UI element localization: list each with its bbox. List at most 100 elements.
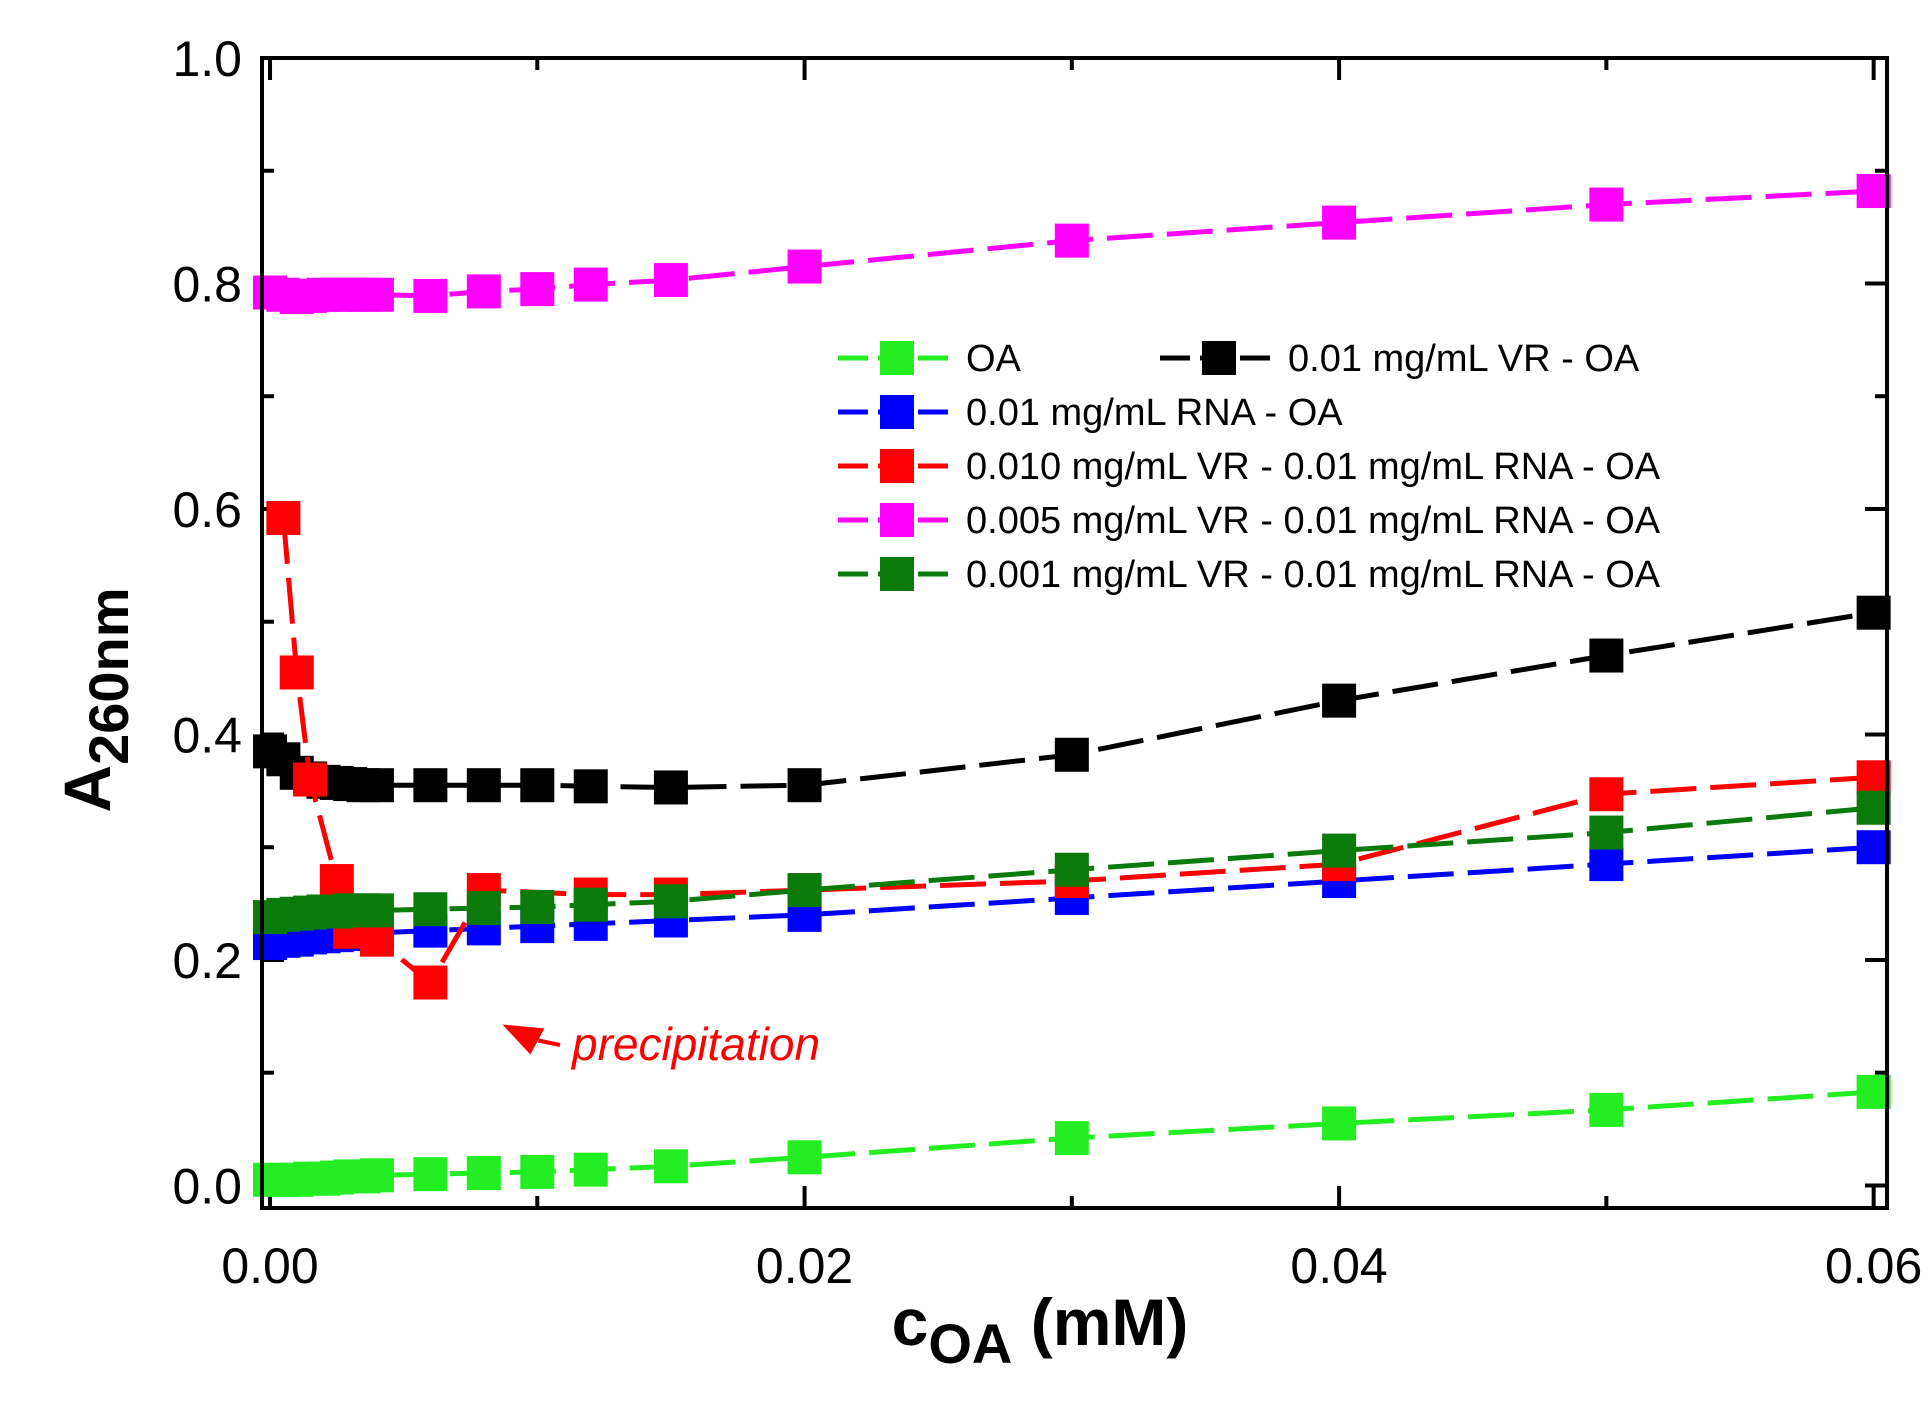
data-point: [1054, 223, 1089, 258]
legend-marker: [1202, 341, 1236, 375]
legend-marker: [880, 341, 914, 375]
data-point: [1589, 847, 1624, 882]
x-axis-title-sub: OA: [928, 1312, 1012, 1375]
data-point: [653, 884, 688, 919]
y-axis-title-main: A: [50, 765, 124, 813]
data-point: [573, 267, 608, 302]
legend-marker: [880, 557, 914, 591]
legend-marker: [880, 395, 914, 429]
data-point: [359, 277, 394, 312]
y-tick-label: 1.0: [172, 31, 242, 87]
data-point: [1322, 1106, 1357, 1141]
data-point: [413, 768, 448, 803]
x-tick-label: 0.06: [1825, 1238, 1922, 1294]
data-point: [359, 768, 394, 803]
legend-entry: 0.001 mg/mL VR - 0.01 mg/mL RNA - OA: [838, 554, 1661, 596]
data-point: [1856, 174, 1891, 209]
y-tick-label: 0.2: [172, 933, 242, 989]
data-point: [413, 892, 448, 927]
x-axis-title-unit: (mM): [1031, 1285, 1189, 1359]
data-point: [1322, 205, 1357, 240]
data-point: [266, 501, 301, 535]
data-point: [1054, 737, 1089, 772]
y-tick-label: 0.8: [172, 256, 242, 312]
legend-label: 0.001 mg/mL VR - 0.01 mg/mL RNA - OA: [966, 554, 1661, 596]
data-point: [573, 887, 608, 922]
data-point: [279, 655, 314, 690]
data-point: [787, 1140, 822, 1175]
legend-entry: 0.01 mg/mL RNA - OA: [838, 392, 1343, 434]
data-point: [787, 768, 822, 803]
legend-label: 0.005 mg/mL VR - 0.01 mg/mL RNA - OA: [966, 500, 1661, 542]
data-point: [1589, 1092, 1624, 1127]
data-point: [413, 965, 448, 1000]
x-axis-title: cOA (mM): [892, 1285, 1189, 1375]
data-point: [1322, 833, 1357, 868]
data-point: [1856, 830, 1891, 865]
data-series: [253, 174, 1891, 1197]
data-point: [1322, 683, 1357, 718]
data-point: [293, 762, 328, 797]
legend-label: OA: [966, 338, 1022, 380]
y-tick-label: 0.0: [172, 1158, 242, 1214]
data-point: [573, 769, 608, 804]
data-point: [520, 272, 555, 307]
y-tick-label: 0.6: [172, 482, 242, 538]
legend-label: 0.010 mg/mL VR - 0.01 mg/mL RNA - OA: [966, 446, 1661, 488]
data-point: [359, 893, 394, 928]
legend-marker: [880, 503, 914, 537]
legend-entry: 0.010 mg/mL VR - 0.01 mg/mL RNA - OA: [838, 446, 1661, 488]
x-axis-title-main: c: [892, 1285, 929, 1359]
data-point: [466, 1156, 501, 1191]
data-point: [1589, 777, 1624, 812]
y-axis-title-sub: 260nm: [77, 587, 140, 764]
data-point: [359, 922, 394, 957]
annotation-group: precipitation: [502, 1018, 820, 1070]
data-point: [1856, 760, 1891, 795]
legend-entry: 0.005 mg/mL VR - 0.01 mg/mL RNA - OA: [838, 500, 1661, 542]
x-tick-label: 0.02: [756, 1238, 853, 1294]
data-point: [466, 274, 501, 309]
series-4: [253, 174, 1891, 315]
data-point: [1856, 1074, 1891, 1109]
legend-entry: 0.01 mg/mL VR - OA: [1160, 338, 1640, 380]
y-axis-title: A260nm: [50, 587, 140, 812]
annotation-arrow-line: [537, 1038, 561, 1047]
data-point: [787, 249, 822, 284]
series-5: [253, 790, 1891, 935]
data-point: [1589, 815, 1624, 850]
data-point: [1856, 595, 1891, 630]
tick-labels: 0.0 0.2 0.4 0.6 0.8 1.0 0.00 0.02 0.04 0.06: [172, 31, 1922, 1294]
data-point: [1054, 852, 1089, 887]
data-point: [787, 873, 822, 908]
data-point: [520, 1154, 555, 1189]
data-point: [319, 864, 354, 899]
data-point: [520, 889, 555, 924]
data-point: [466, 891, 501, 926]
data-point: [1856, 790, 1891, 825]
data-point: [653, 263, 688, 298]
y-tick-label: 0.4: [172, 707, 242, 763]
legend-entry: OA: [838, 338, 1022, 380]
data-point: [520, 768, 555, 803]
data-point: [466, 768, 501, 803]
data-point: [359, 1158, 394, 1193]
legend-marker: [880, 449, 914, 483]
annotation: precipitation: [502, 1018, 820, 1070]
x-axis-title-space: [1012, 1285, 1030, 1359]
series-1: [253, 595, 1891, 805]
legend-label: 0.01 mg/mL RNA - OA: [966, 392, 1343, 434]
annotation-arrowhead: [502, 1024, 545, 1055]
data-point: [413, 278, 448, 313]
legend-label: 0.01 mg/mL VR - OA: [1288, 338, 1640, 380]
data-point: [1589, 638, 1624, 673]
annotation-label: precipitation: [570, 1018, 820, 1070]
data-point: [653, 770, 688, 805]
data-point: [1589, 187, 1624, 222]
series-0: [253, 1074, 1891, 1197]
data-point: [1054, 1121, 1089, 1156]
x-tick-label: 0.04: [1290, 1238, 1387, 1294]
data-point: [573, 1152, 608, 1187]
x-tick-label: 0.00: [221, 1238, 318, 1294]
